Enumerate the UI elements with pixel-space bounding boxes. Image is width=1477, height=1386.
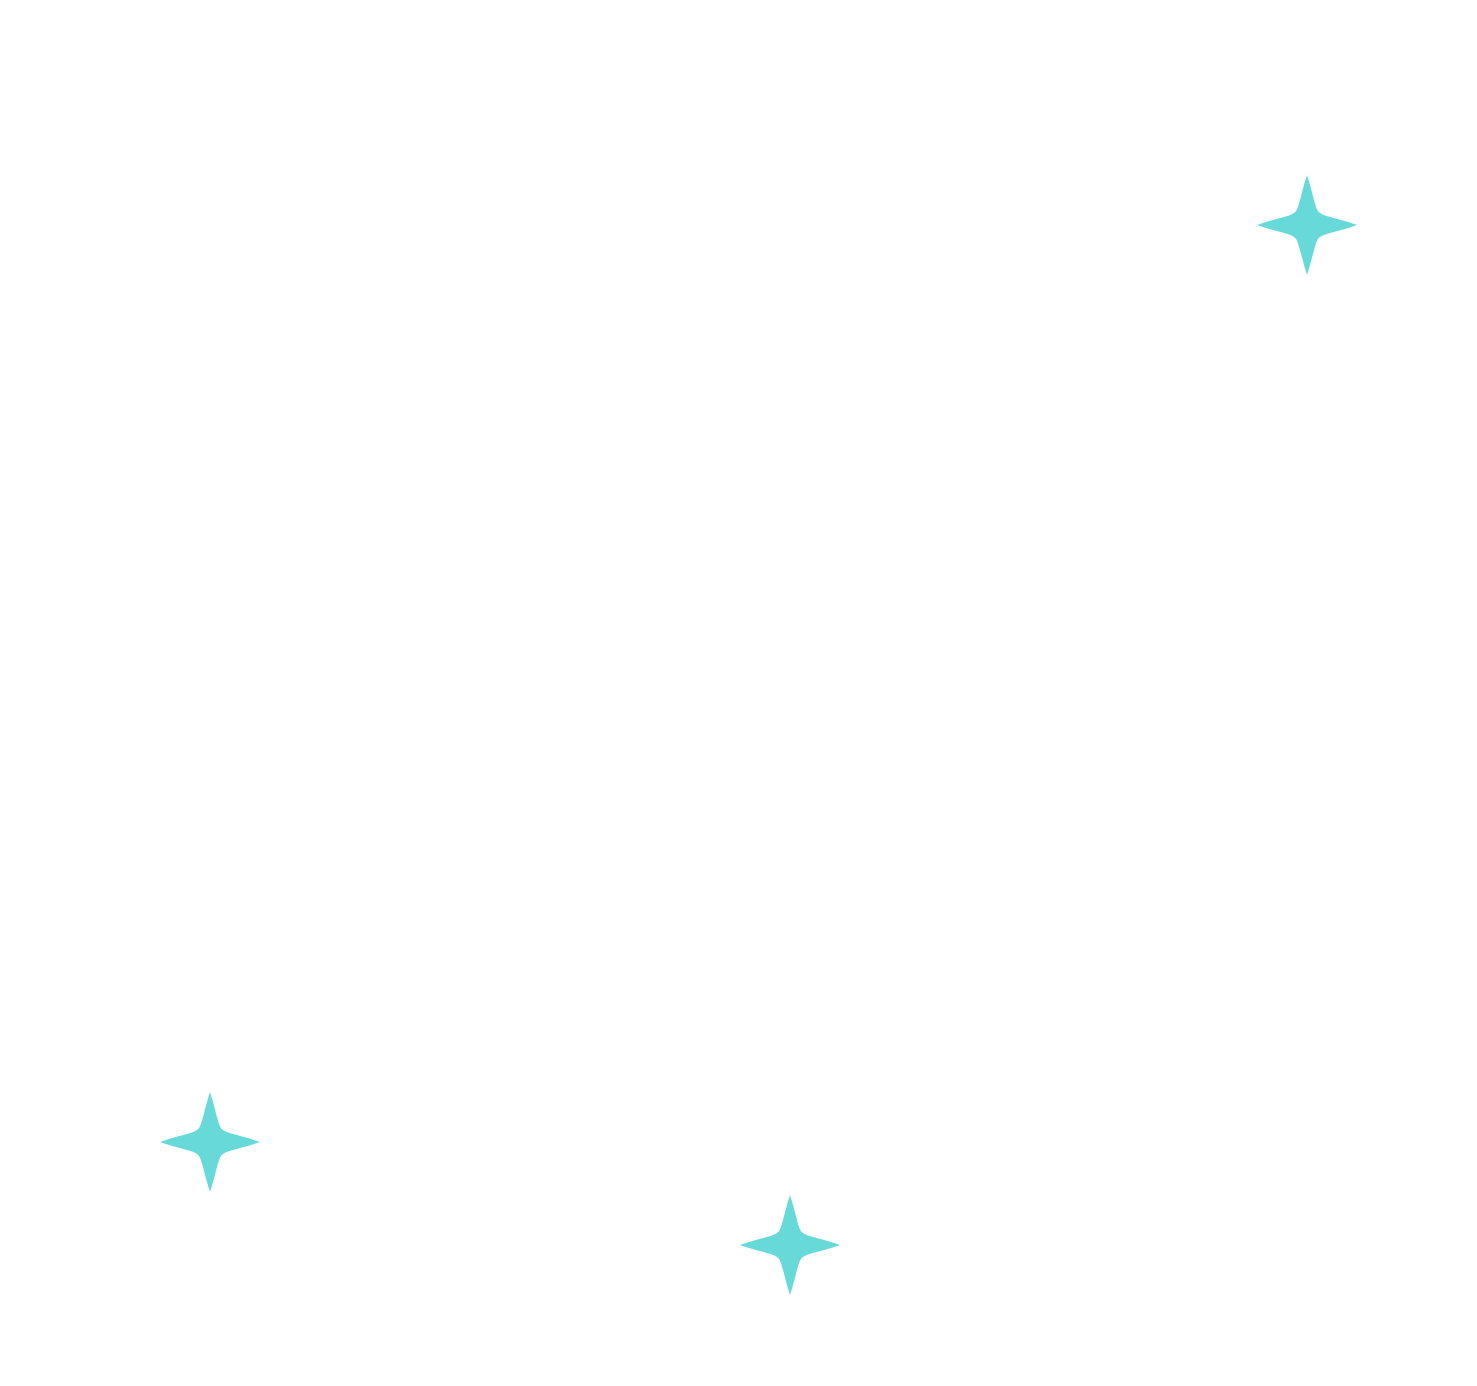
sparkle-star-icon bbox=[1255, 173, 1359, 277]
star-shape bbox=[740, 1195, 840, 1295]
sparkle-star-icon bbox=[738, 1193, 842, 1297]
four-point-star-icon bbox=[1257, 175, 1357, 275]
star-shape bbox=[1257, 175, 1357, 275]
sparkle-star-icon bbox=[158, 1090, 262, 1194]
star-shape bbox=[160, 1092, 260, 1192]
four-point-star-icon bbox=[740, 1195, 840, 1295]
four-point-star-icon bbox=[160, 1092, 260, 1192]
